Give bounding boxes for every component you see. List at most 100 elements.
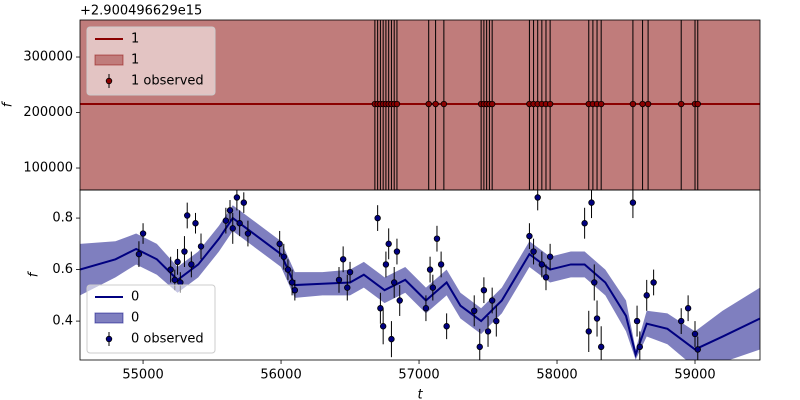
observed-point — [546, 253, 554, 260]
plot-area — [80, 20, 760, 190]
y-tick-label: 100000 — [23, 161, 73, 176]
observed-point — [192, 220, 199, 227]
legend-marker — [105, 77, 113, 85]
observed-point — [226, 207, 234, 214]
observed-point — [429, 284, 437, 291]
observed-point — [530, 248, 537, 255]
legend-patch — [94, 312, 124, 324]
observed-point — [443, 323, 450, 330]
x-axis-label: t — [417, 388, 423, 400]
observed-point — [229, 225, 236, 232]
observed-point — [542, 274, 550, 281]
y-tick-label: 200000 — [23, 105, 73, 120]
observed-point — [344, 284, 351, 291]
y-tick-label: 300000 — [23, 50, 73, 65]
observed-point — [597, 343, 605, 351]
observed-point — [684, 305, 692, 312]
legend: 0 0 0 observed — [86, 284, 216, 354]
observed-point — [222, 217, 230, 224]
observed-point — [476, 343, 483, 351]
legend: 1 1 1 observed — [86, 26, 216, 96]
observed-point — [526, 232, 533, 240]
observed-point — [644, 100, 652, 108]
y-tick-label: 0.8 — [52, 211, 73, 226]
offset-label: +2.900496629e15 — [80, 4, 202, 19]
observed-point — [534, 194, 541, 201]
observed-point — [177, 279, 184, 286]
x-tick-label: 59000 — [674, 368, 715, 383]
observed-point — [382, 261, 390, 268]
observed-point — [426, 266, 434, 273]
legend-label: 1 — [131, 32, 139, 47]
observed-point — [581, 220, 588, 227]
y-axis-label: f — [1, 100, 16, 107]
plot-area — [80, 190, 760, 360]
observed-point — [488, 297, 496, 304]
observed-point — [484, 328, 492, 335]
observed-point — [546, 100, 554, 108]
legend-label: 0 — [131, 311, 139, 326]
observed-point — [288, 279, 296, 286]
legend-patch — [94, 54, 124, 66]
observed-point — [184, 212, 191, 219]
observed-point — [493, 317, 500, 325]
observed-point — [643, 292, 650, 299]
observed-point — [694, 346, 701, 353]
legend-label: 0 — [131, 290, 139, 305]
observed-point — [633, 317, 641, 325]
observed-point — [236, 220, 243, 227]
observed-point — [374, 214, 381, 222]
y-tick-label: 0.4 — [52, 314, 73, 329]
observed-point — [629, 199, 637, 206]
observed-point — [197, 243, 205, 250]
observed-point — [691, 330, 699, 338]
observed-point — [390, 279, 398, 286]
observed-point — [488, 100, 496, 108]
observed-point — [379, 323, 387, 330]
observed-point — [171, 276, 178, 284]
legend-label: 0 observed — [131, 332, 204, 347]
observed-point — [432, 100, 439, 108]
observed-point — [393, 100, 401, 108]
observed-point — [244, 230, 252, 237]
observed-point — [433, 235, 441, 242]
legend-label: 1 observed — [131, 74, 204, 89]
observed-point — [585, 328, 592, 335]
observed-point — [135, 250, 143, 258]
axes-frame — [79, 189, 761, 361]
legend-box — [86, 26, 216, 96]
observed-point — [538, 261, 546, 268]
observed-point — [471, 307, 478, 315]
observed-point — [650, 279, 657, 286]
observed-point — [393, 248, 401, 255]
observed-point — [188, 261, 195, 268]
observed-point — [422, 305, 430, 312]
observed-point — [593, 315, 601, 322]
observed-point — [339, 256, 347, 263]
observed-point — [591, 279, 598, 286]
observed-point — [346, 268, 354, 276]
observed-point — [480, 286, 488, 294]
observed-point — [276, 240, 283, 248]
observed-point — [597, 100, 605, 108]
legend-label: 1 — [131, 53, 139, 68]
x-tick-label: 55000 — [122, 368, 163, 383]
x-tick-label: 58000 — [536, 368, 577, 383]
observed-point — [291, 286, 299, 294]
observed-point — [280, 253, 288, 260]
observed-point — [639, 100, 646, 108]
observed-point — [233, 194, 241, 201]
observed-point — [377, 305, 384, 312]
observed-point — [240, 199, 247, 206]
observed-point — [678, 100, 685, 108]
observed-point — [139, 230, 147, 237]
observed-point — [588, 199, 595, 206]
observed-point — [396, 297, 403, 304]
observed-point — [388, 335, 395, 343]
x-tick-label: 57000 — [398, 368, 439, 383]
y-tick-label: 0.6 — [52, 262, 73, 277]
band — [80, 205, 760, 360]
legend-marker — [105, 335, 113, 343]
observed-point — [284, 266, 292, 273]
observed-point — [440, 100, 448, 108]
